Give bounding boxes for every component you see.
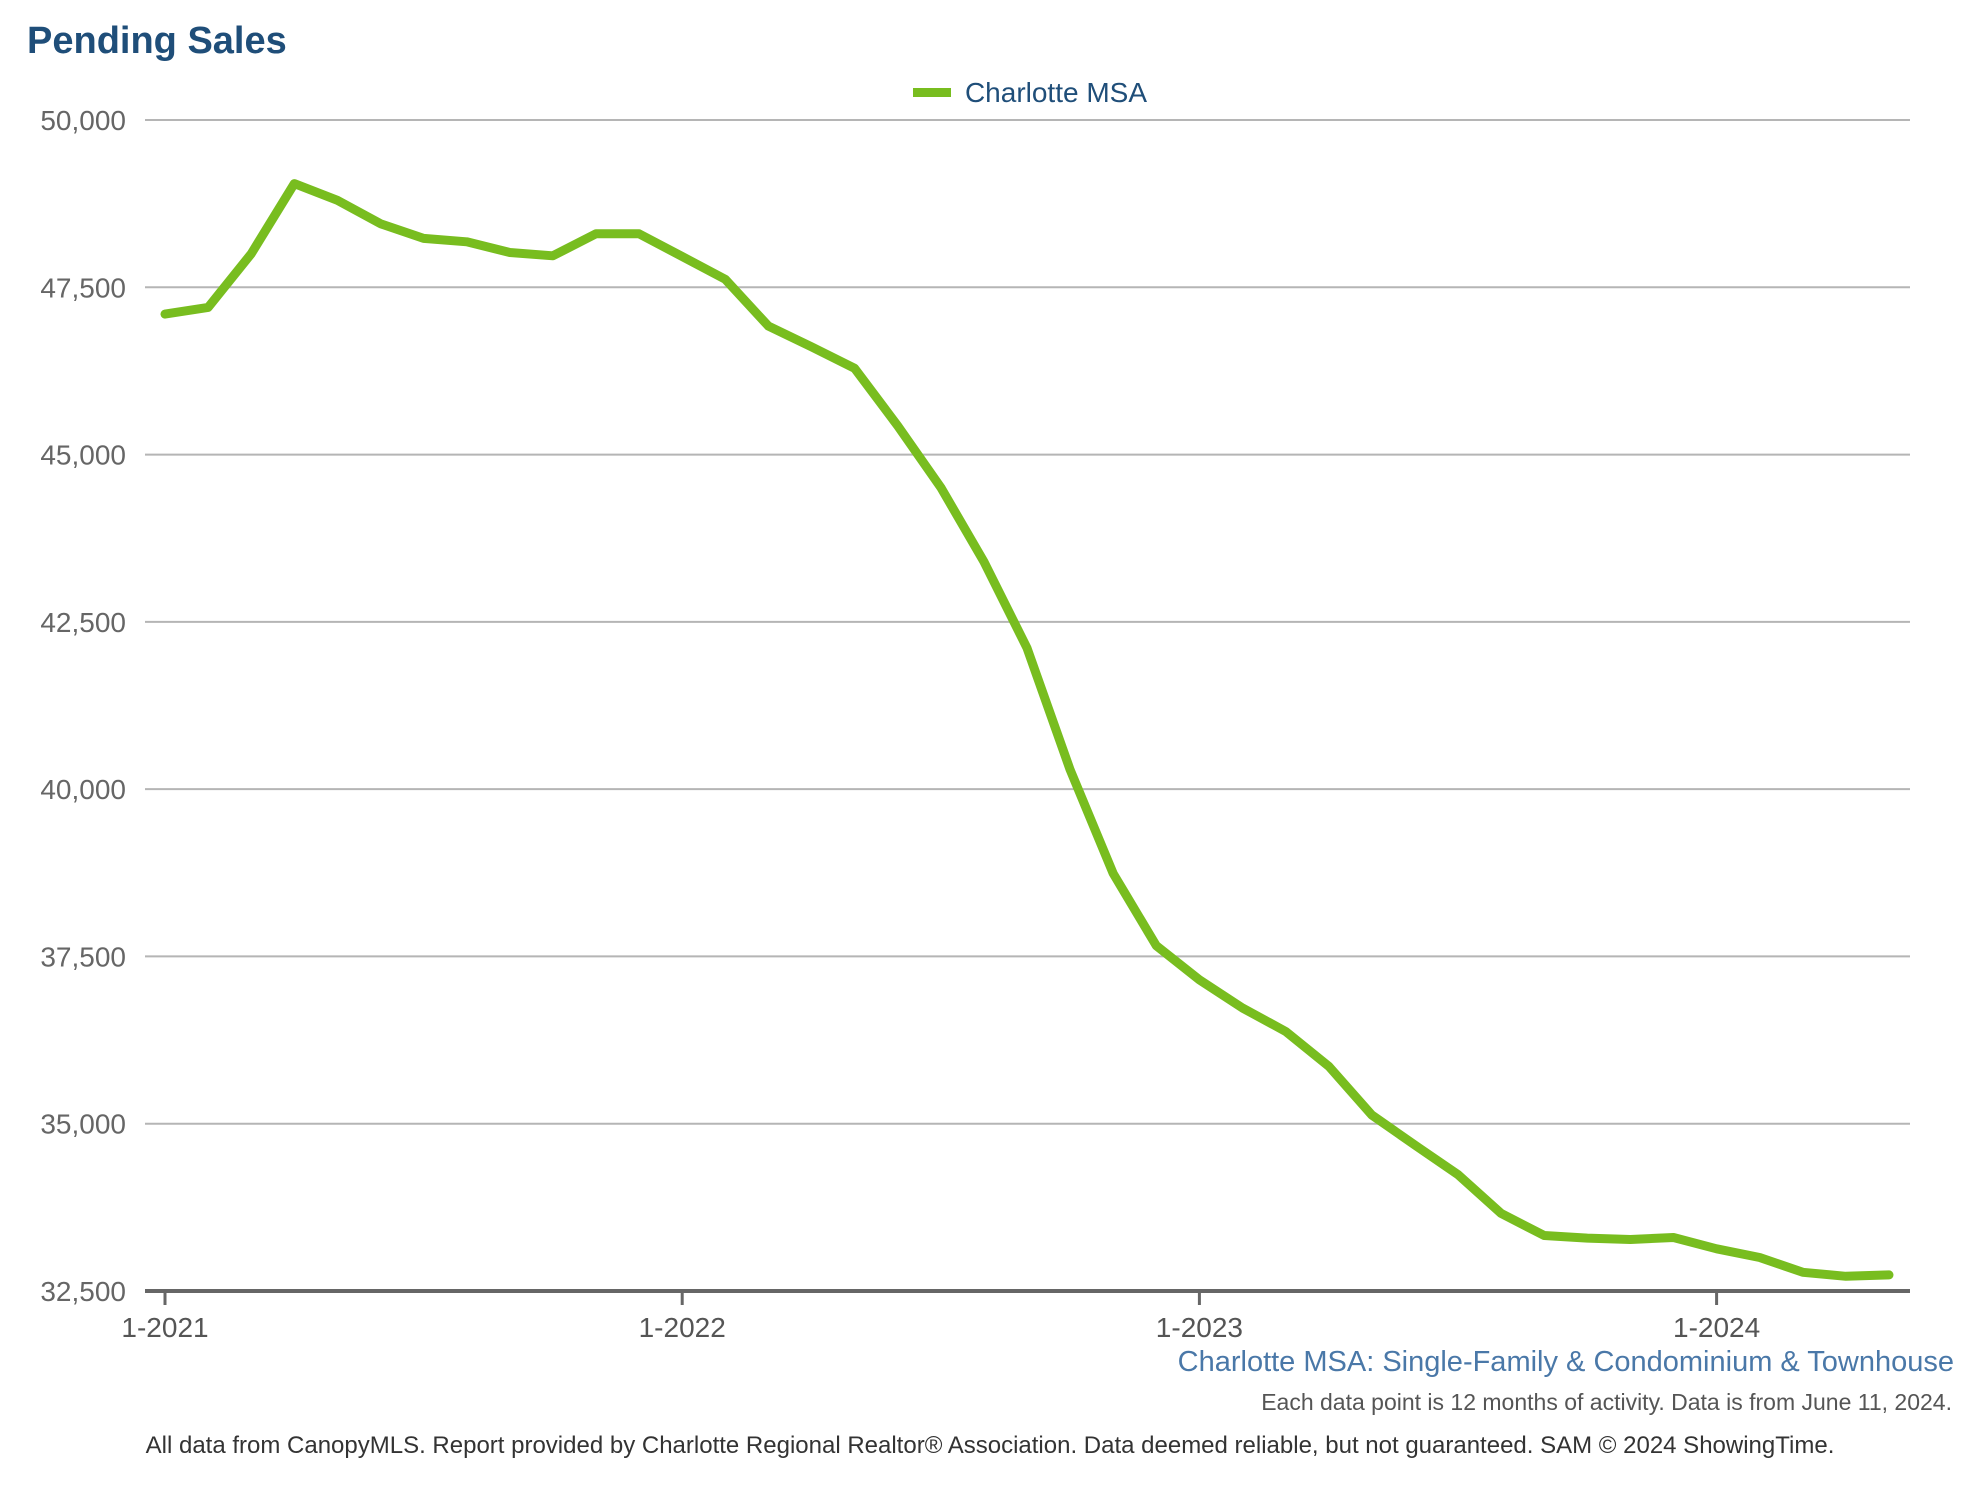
legend: Charlotte MSA bbox=[0, 72, 1980, 109]
series-lines bbox=[160, 179, 1894, 1281]
legend-swatch bbox=[912, 88, 951, 97]
legend-label: Charlotte MSA bbox=[964, 76, 1148, 108]
y-tick-label: 47,500 bbox=[40, 272, 126, 303]
y-tick-label: 42,500 bbox=[40, 607, 126, 638]
data-note: Each data point is 12 months of activity… bbox=[1261, 1389, 1952, 1415]
y-tick-label: 35,000 bbox=[40, 1109, 126, 1140]
y-tick-label: 32,500 bbox=[40, 1276, 126, 1307]
x-tick-label: 1-2022 bbox=[639, 1312, 726, 1340]
y-axis-ticks: 32,500 35,000 37,500 40,000 42,500 45,000 47,5… bbox=[40, 105, 126, 1307]
footer-disclaimer: All data from CanopyMLS. Report provided… bbox=[145, 1432, 1835, 1459]
y-tick-label: 40,000 bbox=[40, 774, 126, 805]
x-tick-label: 1-2023 bbox=[1156, 1312, 1243, 1340]
grid-lines bbox=[145, 119, 1910, 1125]
chart-subtitle: Charlotte MSA: Single-Family & Condomini… bbox=[1177, 1346, 1954, 1378]
line-chart: 32,500 35,000 37,500 40,000 42,500 45,000 47,5… bbox=[40, 105, 1910, 1340]
chart-title: Pending Sales bbox=[27, 20, 287, 62]
x-axis: 1-2021 1-2022 1-2023 1-2024 bbox=[121, 1289, 1910, 1340]
x-tick-label: 1-2024 bbox=[1673, 1312, 1760, 1340]
series-line-charlotte-msa bbox=[160, 179, 1894, 1281]
y-tick-label: 50,000 bbox=[40, 105, 126, 136]
y-tick-label: 37,500 bbox=[40, 941, 126, 972]
x-tick-label: 1-2021 bbox=[121, 1312, 208, 1340]
y-tick-label: 45,000 bbox=[40, 440, 126, 471]
